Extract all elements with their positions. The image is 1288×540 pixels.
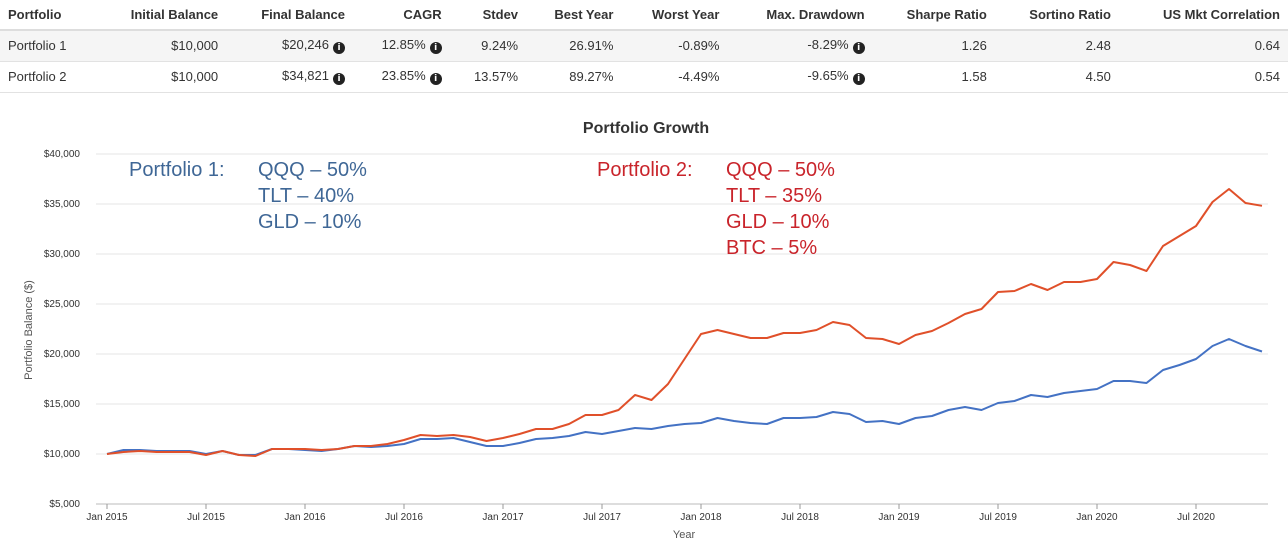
x-tick-label: Jan 2020: [1076, 512, 1118, 523]
col-header-portfolio[interactable]: Portfolio: [0, 0, 95, 31]
annotation-line: GLD – 10%: [258, 211, 362, 233]
cell-best-year: 89.27%: [526, 61, 622, 93]
col-header-worst-year[interactable]: Worst Year: [621, 0, 728, 31]
annotation-line: BTC – 5%: [726, 237, 817, 259]
y-tick-label: $15,000: [44, 399, 81, 410]
cell-best-year: 26.91%: [526, 30, 622, 62]
table-header-row: Portfolio Initial Balance Final Balance …: [0, 0, 1288, 31]
y-axis-label: Portfolio Balance ($): [23, 280, 35, 380]
grid-lines: [96, 153, 1268, 505]
portfolio-stats-table: Portfolio Initial Balance Final Balance …: [0, 0, 1288, 93]
info-icon[interactable]: i: [852, 42, 865, 55]
x-tick-label: Jan 2018: [680, 512, 722, 523]
cell-us-mkt-correlation: 0.64: [1118, 30, 1288, 62]
cagr-value: 23.85%: [381, 68, 426, 83]
annotation-line: GLD – 10%: [726, 211, 830, 233]
col-header-us-mkt-correlation[interactable]: US Mkt Correlation: [1118, 0, 1288, 31]
cell-max-drawdown: -9.65% i: [727, 61, 873, 93]
cell-cagr: 23.85% i: [353, 61, 450, 93]
x-tick-label: Jul 2016: [385, 512, 423, 523]
x-tick-label: Jul 2015: [187, 512, 225, 523]
series-line-2: [106, 188, 1263, 457]
col-header-max-drawdown[interactable]: Max. Drawdown: [727, 0, 873, 31]
final-balance-value: $20,246: [282, 37, 329, 53]
final-balance-value: $34,821: [282, 68, 329, 83]
y-tick-label: $35,000: [44, 199, 81, 210]
chart-annotations: Portfolio 1: QQQ – 50% TLT – 40% GLD – 10% P…: [129, 159, 835, 259]
chart-title: Portfolio Growth: [583, 120, 709, 137]
cell-sharpe-ratio: 1.58: [872, 61, 995, 93]
col-header-final-balance[interactable]: Final Balance: [226, 0, 353, 31]
annotation-line: TLT – 35%: [726, 185, 822, 207]
cell-portfolio: Portfolio 1: [0, 30, 95, 62]
y-tick-label: $10,000: [44, 449, 81, 460]
col-header-sharpe-ratio[interactable]: Sharpe Ratio: [872, 0, 995, 31]
annotation-line: TLT – 40%: [258, 185, 354, 207]
annotation-line: Portfolio 2:: [597, 159, 693, 181]
cell-sortino-ratio: 4.50: [994, 61, 1119, 93]
col-header-stdev[interactable]: Stdev: [449, 0, 527, 31]
col-header-sortino-ratio[interactable]: Sortino Ratio: [994, 0, 1119, 31]
cell-final-balance: $34,821 i: [226, 61, 353, 93]
x-tick-label: Jan 2015: [86, 512, 128, 523]
portfolio-growth-chart: Portfolio Growth $5,000 $10,000 $15,000 $20…: [23, 120, 1268, 540]
info-icon[interactable]: i: [333, 42, 345, 55]
cell-stdev: 13.57%: [449, 61, 527, 93]
cell-portfolio: Portfolio 2: [0, 61, 95, 93]
table-row: Portfolio 2 $10,000 $34,821 i 23.85% i 13.…: [0, 61, 1288, 93]
table-row: Portfolio 1 $10,000 $20,246 i 12.85% i 9.2…: [0, 30, 1288, 62]
x-axis: Jan 2015 Jul 2015 Jan 2016 Jul 2016 Jan 2017…: [86, 504, 1215, 523]
cell-final-balance: $20,246 i: [226, 30, 353, 62]
y-tick-label: $30,000: [44, 249, 81, 260]
info-icon[interactable]: i: [333, 73, 345, 85]
cell-sharpe-ratio: 1.26: [872, 30, 995, 62]
y-axis: $5,000 $10,000 $15,000 $20,000 $25,000 $30,00…: [44, 149, 81, 510]
x-tick-label: Jul 2017: [583, 512, 621, 523]
annotation-line: QQQ – 50%: [726, 159, 835, 181]
max-drawdown-value: -8.29%: [807, 37, 849, 53]
y-tick-label: $40,000: [44, 149, 81, 160]
y-tick-label: $5,000: [49, 499, 80, 510]
info-icon[interactable]: i: [429, 73, 442, 85]
x-tick-label: Jul 2019: [979, 512, 1017, 523]
cell-initial-balance: $10,000: [94, 61, 227, 93]
annotation-line: Portfolio 1:: [129, 159, 225, 181]
col-header-cagr[interactable]: CAGR: [353, 0, 450, 31]
cell-sortino-ratio: 2.48: [994, 30, 1119, 62]
x-tick-label: Jul 2020: [1177, 512, 1215, 523]
y-tick-label: $25,000: [44, 299, 81, 310]
y-tick-label: $20,000: [44, 349, 81, 360]
x-tick-label: Jan 2017: [482, 512, 524, 523]
x-tick-label: Jan 2016: [284, 512, 326, 523]
cell-stdev: 9.24%: [449, 30, 527, 62]
cell-initial-balance: $10,000: [94, 30, 227, 62]
cell-us-mkt-correlation: 0.54: [1118, 61, 1288, 93]
col-header-initial-balance[interactable]: Initial Balance: [94, 0, 227, 31]
x-tick-label: Jul 2018: [781, 512, 819, 523]
series-line-1: [106, 338, 1263, 456]
cell-worst-year: -4.49%: [621, 61, 728, 93]
cell-worst-year: -0.89%: [621, 30, 728, 62]
cagr-value: 12.85%: [381, 37, 426, 53]
annotation-line: QQQ – 50%: [258, 159, 367, 181]
x-tick-label: Jan 2019: [878, 512, 920, 523]
x-axis-label: Year: [673, 529, 696, 540]
cell-max-drawdown: -8.29% i: [727, 30, 873, 62]
cell-cagr: 12.85% i: [353, 30, 450, 62]
info-icon[interactable]: i: [852, 73, 865, 85]
info-icon[interactable]: i: [429, 42, 442, 55]
series-lines: [106, 188, 1263, 457]
col-header-best-year[interactable]: Best Year: [526, 0, 622, 31]
max-drawdown-value: -9.65%: [807, 68, 849, 83]
